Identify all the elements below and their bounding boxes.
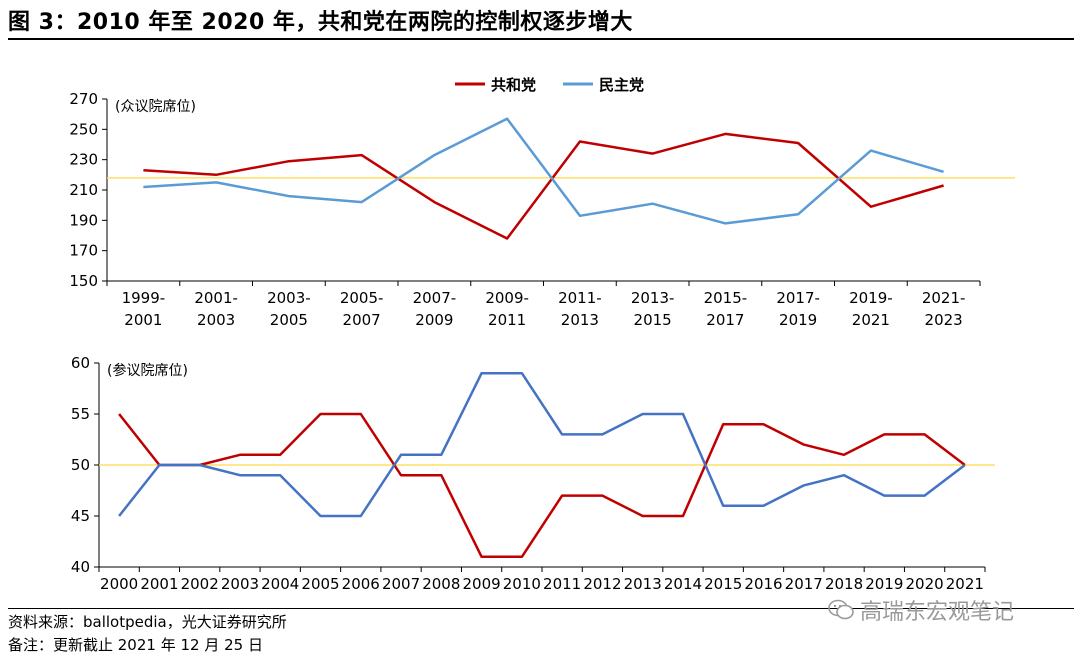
- x-tick-label: 2000: [100, 575, 138, 593]
- x-tick-label: 2013-: [631, 289, 675, 307]
- y-tick-label: 50: [71, 456, 90, 474]
- x-tick-label: 2019-: [849, 289, 893, 307]
- x-tick-label: 2009: [415, 311, 453, 329]
- x-tick-label: 2005-: [340, 289, 384, 307]
- x-tick-label: 2013: [624, 575, 662, 593]
- x-tick-label: 2009-: [485, 289, 529, 307]
- x-tick-label: 2017: [785, 575, 823, 593]
- footer-rule: [8, 608, 1074, 609]
- y-axis-title: (参议院席位): [107, 362, 188, 379]
- x-tick-label: 2007: [343, 311, 381, 329]
- title-rule: [8, 38, 1074, 40]
- x-tick-label: 2023: [925, 311, 963, 329]
- series-line-democrat: [143, 117, 944, 225]
- x-tick-label: 2019: [779, 311, 817, 329]
- y-axis-title: (众议院席位): [115, 99, 196, 115]
- y-tick-label: 45: [71, 507, 90, 525]
- x-tick-label: 2005: [301, 575, 339, 593]
- source-note: 资料来源：ballotpedia，光大证券研究所: [8, 613, 287, 631]
- legend-label: 民主党: [599, 76, 644, 94]
- x-tick-label: 2003-: [267, 289, 311, 307]
- x-tick-label: 2007-: [413, 289, 457, 307]
- x-tick-label: 2008: [422, 575, 460, 593]
- x-tick-label: 2021: [946, 575, 984, 593]
- x-tick-label: 2020: [905, 575, 943, 593]
- y-tick-label: 210: [69, 181, 98, 199]
- y-tick-label: 230: [69, 151, 98, 169]
- x-tick-label: 2003: [221, 575, 259, 593]
- update-note: 备注：更新截止 2021 年 12 月 25 日: [8, 636, 263, 654]
- x-tick-label: 2010: [503, 575, 541, 593]
- watermark-text: 高瑞东宏观笔记: [860, 600, 1015, 625]
- x-tick-label: 2001: [124, 311, 162, 329]
- x-tick-label: 2015: [634, 311, 672, 329]
- house-seats-chart: 150 170 190 210 230 250 270 1999- 2001 2001- 2003 2…: [69, 76, 1015, 329]
- x-tick-label: 2012: [583, 575, 621, 593]
- x-tick-label: 2013: [561, 311, 599, 329]
- figure-title: 图 3：2010 年至 2020 年，共和党在两院的控制权逐步增大: [8, 10, 633, 35]
- y-tick-label: 170: [69, 242, 98, 260]
- y-tick-label: 270: [69, 90, 98, 108]
- series-line-republican: [143, 132, 944, 240]
- watermark: 高瑞东宏观笔记: [828, 594, 1014, 627]
- x-tick-label: 2021: [852, 311, 890, 329]
- x-tick-label: 2011-: [558, 289, 602, 307]
- x-tick-label: 2017: [706, 311, 744, 329]
- y-tick-label: 60: [71, 354, 90, 372]
- wechat-icon: [828, 599, 854, 627]
- x-tick-label: 2001: [140, 575, 178, 593]
- x-tick-label: 2001-: [194, 289, 238, 307]
- x-tick-label: 2017-: [776, 289, 820, 307]
- x-tick-label: 2014: [664, 575, 702, 593]
- x-tick-label: 2003: [197, 311, 235, 329]
- series-line-democrat: [118, 371, 966, 518]
- y-tick-label: 150: [69, 272, 98, 290]
- x-tick-label: 2011: [488, 311, 526, 329]
- x-tick-label: 2005: [270, 311, 308, 329]
- x-tick-label: 2007: [382, 575, 420, 593]
- y-tick-label: 40: [71, 558, 90, 576]
- y-tick-label: 250: [69, 120, 98, 138]
- x-tick-label: 2009: [462, 575, 500, 593]
- x-tick-label: 2006: [342, 575, 380, 593]
- x-tick-label: 2002: [181, 575, 219, 593]
- x-tick-label: 2019: [865, 575, 903, 593]
- x-tick-label: 2021-: [922, 289, 966, 307]
- x-tick-label: 2015-: [704, 289, 748, 307]
- y-tick-label: 55: [71, 405, 90, 423]
- x-tick-label: 2018: [825, 575, 863, 593]
- x-tick-label: 2015: [704, 575, 742, 593]
- x-tick-label: 1999-: [122, 289, 166, 307]
- x-tick-label: 2004: [261, 575, 299, 593]
- y-tick-label: 190: [69, 211, 98, 229]
- x-tick-label: 2016: [744, 575, 782, 593]
- x-tick-label: 2011: [543, 575, 581, 593]
- legend-label: 共和党: [491, 76, 536, 94]
- series-line-republican: [118, 412, 966, 559]
